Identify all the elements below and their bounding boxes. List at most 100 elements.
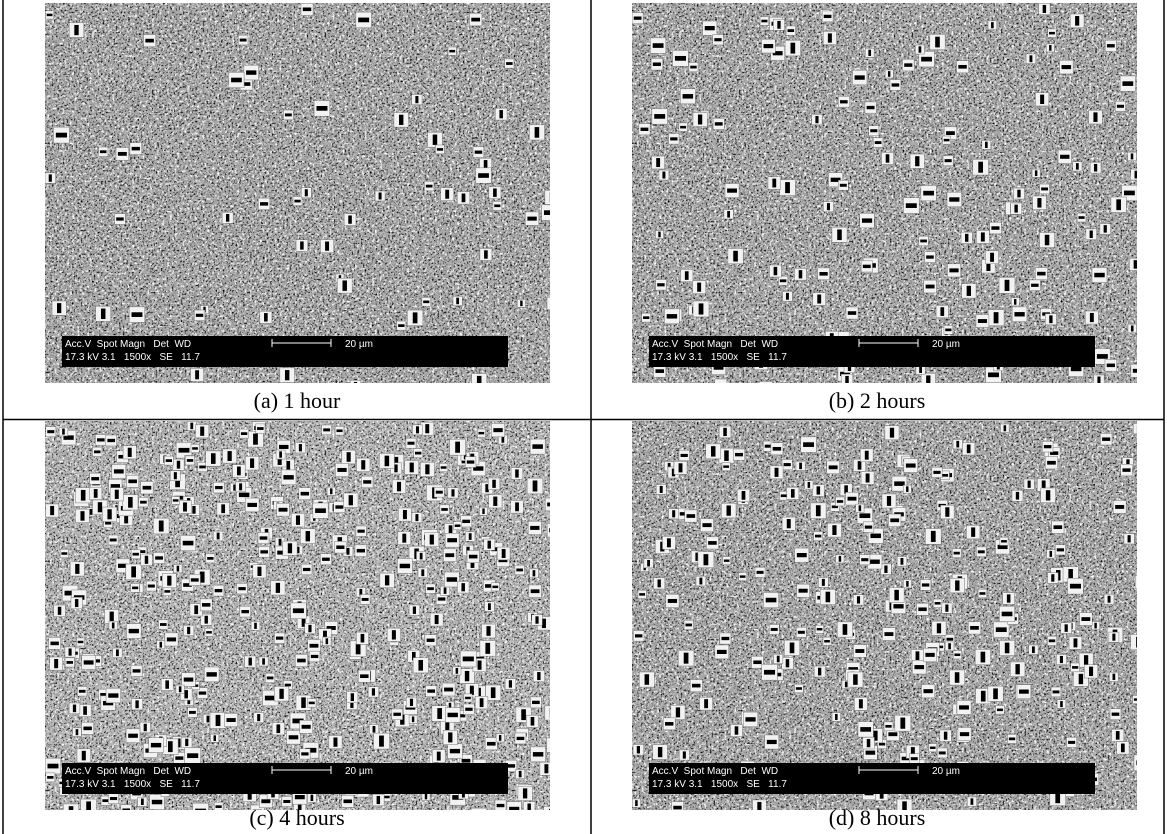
crystal-pit [679, 512, 688, 516]
crystal-pit [1008, 737, 1016, 741]
crystal-pit [515, 469, 519, 478]
crystal-pit [131, 566, 136, 578]
crystal-pit [202, 603, 211, 607]
crystal-pit [292, 718, 304, 724]
crystal-pit [175, 476, 180, 488]
crystal-pit [128, 497, 133, 508]
crystal-pit [904, 63, 913, 67]
crystal-pit [685, 623, 692, 627]
crystal-pit [990, 252, 995, 262]
crystal-pit [919, 366, 922, 374]
crystal-pit [825, 591, 831, 603]
crystal-pit [409, 462, 414, 473]
crystal-pit [1060, 154, 1070, 159]
crystal [546, 296, 550, 311]
crystal-pit [415, 426, 419, 434]
crystal-pit [455, 441, 460, 453]
crystal-pit [128, 479, 137, 484]
crystal-pit [284, 683, 291, 687]
crystal-pit [1130, 325, 1134, 332]
crystal-pit [461, 583, 465, 592]
crystal-pit [429, 534, 434, 545]
crystal-pit [199, 465, 206, 469]
crystal-pit [1052, 690, 1060, 694]
crystal-pit [817, 667, 822, 676]
crystal-pit [934, 602, 941, 605]
crystal-pit [378, 192, 382, 200]
crystal-pit [436, 751, 441, 761]
crystal-pit [48, 174, 52, 182]
crystal-pit [643, 316, 650, 320]
crystal-pit [74, 24, 79, 36]
crystal-pit [486, 626, 491, 636]
crystal-pit [1064, 624, 1068, 632]
crystal-pit [437, 597, 446, 601]
crystal-pit [774, 467, 779, 477]
crystal-pit [301, 752, 309, 756]
crystal-pit [787, 29, 795, 33]
crystal-pit [772, 446, 782, 451]
crystal-pit [868, 49, 872, 56]
crystal-pit [662, 171, 666, 179]
crystal-pit [1093, 112, 1098, 122]
crystal-pit [532, 700, 540, 705]
crystal-pit [346, 452, 351, 462]
crystal-pit [1075, 163, 1079, 170]
scale-label: 20 µm [345, 339, 373, 350]
crystal-pit [1014, 204, 1018, 213]
crystal-pit [993, 312, 999, 324]
crystal-pit [1056, 548, 1064, 552]
crystal-pit [445, 553, 455, 558]
crystal-pit [464, 670, 470, 682]
crystal-pit [210, 453, 216, 464]
crystal-pit [64, 590, 76, 596]
crystal-pit [310, 654, 319, 659]
crystal-pit [238, 492, 250, 498]
crystal-pit [518, 770, 522, 778]
crystal-pit [926, 255, 934, 259]
crystal-pit [407, 441, 415, 445]
crystal-pit [227, 451, 232, 461]
crystal-pit [221, 504, 226, 514]
crystal-pit [337, 467, 347, 472]
crystal-pit [516, 736, 525, 741]
crystal-pit [474, 150, 483, 154]
sem-texture: Acc.V Spot Magn Det WD 17.3 kV 3.1 1500x … [632, 421, 1137, 810]
crystal-pit [906, 486, 909, 492]
crystal-pit [890, 518, 900, 523]
crystal-pit [485, 484, 489, 493]
crystal-pit [803, 442, 814, 447]
crystal-pit [1089, 666, 1094, 677]
crystal-pit [54, 658, 59, 669]
crystal-pit [81, 750, 86, 761]
crystal-pit [372, 725, 376, 733]
crystal-pit [1094, 272, 1105, 278]
crystal-pit [691, 683, 701, 688]
crystal-pit [283, 475, 294, 480]
crystal-pit [445, 189, 450, 199]
crystal-pit [1115, 504, 1125, 509]
crystal-pit [757, 801, 762, 810]
crystal-pit [509, 806, 520, 810]
crystal-pit [190, 578, 199, 582]
crystal-pit [727, 188, 737, 193]
crystal-pit [398, 324, 405, 327]
crystal-pit [292, 608, 304, 614]
crystal-pit [532, 752, 544, 757]
crystal-pit [150, 742, 162, 748]
crystal-pit [1031, 283, 1039, 287]
crystal-pit [164, 590, 171, 593]
crystal-pit [147, 584, 155, 588]
crystal-pit [698, 303, 704, 315]
crystal-pit [259, 536, 268, 540]
crystal-pit [799, 462, 802, 470]
crystal-pit [57, 606, 62, 615]
crystal-pit [493, 496, 498, 506]
crystal-pit [954, 672, 960, 683]
crystal-pit [652, 62, 661, 66]
crystal-pit [80, 489, 86, 501]
crystal-pit [443, 587, 447, 594]
crystal-pit [1037, 198, 1042, 208]
crystal-pit [780, 494, 787, 498]
